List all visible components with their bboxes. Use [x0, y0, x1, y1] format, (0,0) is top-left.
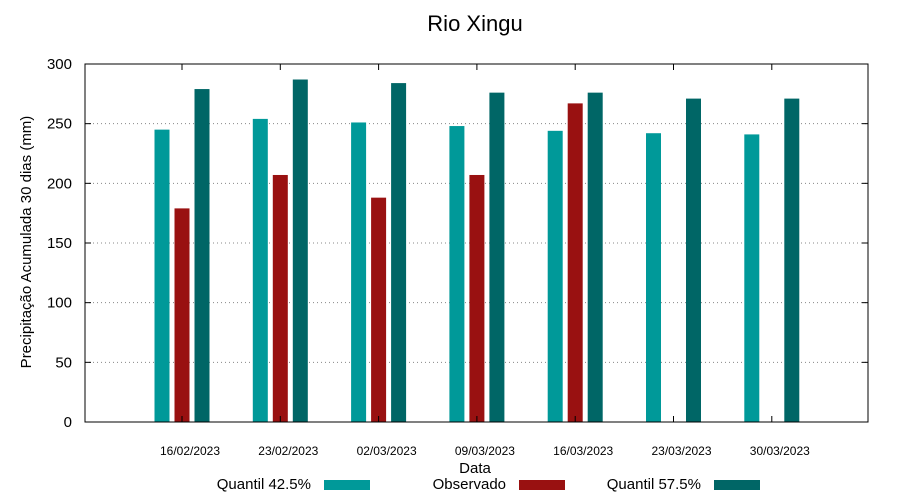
bar	[449, 126, 465, 422]
y-axis-ticks: 0 50 100 150 200 250 300	[47, 56, 868, 431]
legend-label: Quantil 42.5%	[217, 476, 311, 493]
x-tick-label: 16/02/2023	[160, 444, 220, 458]
legend-swatch	[324, 480, 370, 490]
bar	[686, 98, 701, 423]
bar	[489, 92, 505, 422]
x-tick-label: 16/03/2023	[553, 444, 613, 458]
bar	[292, 79, 308, 422]
y-tick-label: 0	[64, 414, 72, 431]
bar	[547, 130, 563, 422]
legend-label: Quantil 57.5%	[607, 476, 701, 493]
y-tick-label: 50	[55, 354, 72, 371]
y-tick-label: 150	[47, 235, 72, 252]
bar	[646, 133, 661, 423]
bar	[272, 174, 288, 422]
x-tick-label: 09/03/2023	[455, 444, 515, 458]
bar	[194, 89, 210, 422]
bar	[567, 103, 583, 422]
x-axis-label: Data	[459, 460, 491, 477]
y-tick-label: 100	[47, 295, 72, 312]
x-tick-label: 23/02/2023	[258, 444, 318, 458]
legend-label: Observado	[433, 476, 506, 493]
gridlines	[85, 123, 868, 363]
legend: Quantil 42.5% Observado Quantil 57.5%	[217, 476, 760, 493]
x-tick-label: 30/03/2023	[750, 444, 810, 458]
bar	[351, 122, 367, 423]
y-tick-label: 300	[47, 56, 72, 73]
x-axis-ticks: 16/02/2023 23/02/2023 02/03/2023 09/03/2023…	[160, 64, 810, 458]
legend-swatch	[519, 480, 565, 490]
bar	[391, 83, 407, 423]
bar	[469, 174, 485, 422]
bar	[252, 118, 268, 422]
bar	[154, 129, 170, 422]
x-tick-label: 02/03/2023	[357, 444, 417, 458]
bar	[744, 134, 760, 422]
legend-swatch	[714, 480, 760, 490]
y-axis-label: Precipitação Acumulada 30 dias (mm)	[18, 116, 35, 369]
bars	[154, 79, 800, 423]
bar	[174, 208, 190, 422]
bar	[784, 98, 800, 423]
x-tick-label: 23/03/2023	[651, 444, 711, 458]
y-tick-label: 250	[47, 116, 72, 133]
chart-title: Rio Xingu	[427, 11, 522, 36]
y-tick-label: 200	[47, 175, 72, 192]
bar	[371, 197, 387, 422]
bar	[587, 92, 603, 422]
